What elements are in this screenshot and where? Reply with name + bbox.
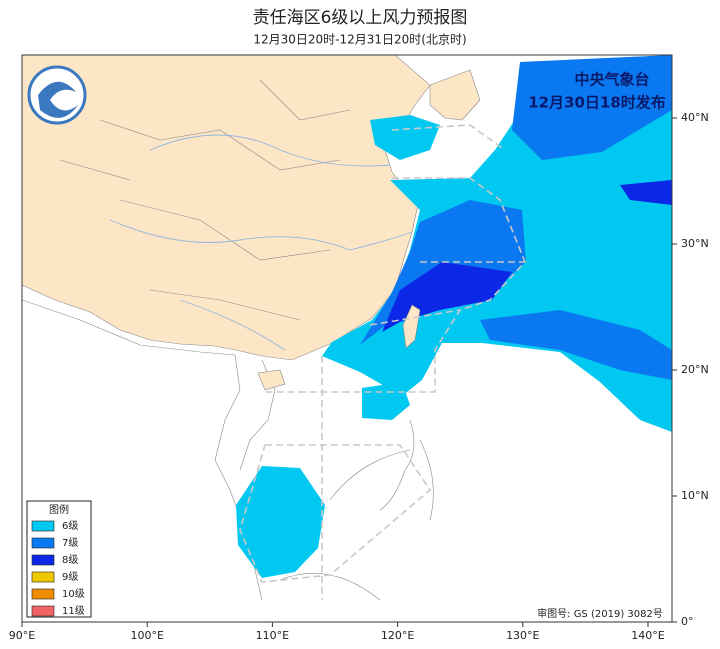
issuer-name: 中央气象台 bbox=[574, 71, 649, 89]
x-tick-label: 100°E bbox=[130, 629, 163, 642]
legend-swatch bbox=[31, 520, 55, 532]
taiwan-land bbox=[402, 304, 421, 349]
logo bbox=[27, 65, 87, 125]
issue-time: 12月30日18时发布 bbox=[528, 94, 666, 112]
legend-title: 图例 bbox=[49, 503, 69, 516]
sea-area-lines bbox=[239, 124, 526, 600]
x-tick-label: 140°E bbox=[631, 629, 664, 642]
legend-swatch bbox=[31, 605, 55, 617]
y-tick-label: 0° bbox=[681, 615, 694, 628]
legend-label: 7级 bbox=[62, 537, 78, 549]
legend-label: 11级 bbox=[62, 605, 85, 617]
islands-coast bbox=[279, 419, 434, 601]
subtitle: 12月30日20时-12月31日20时(北京时) bbox=[253, 33, 466, 47]
legend-swatch bbox=[31, 537, 55, 549]
province-borders bbox=[59, 79, 351, 321]
x-tick-label: 130°E bbox=[506, 629, 539, 642]
legend-label: 8级 bbox=[62, 554, 78, 566]
wind-area bbox=[236, 466, 325, 578]
wind-area bbox=[370, 115, 440, 160]
approval-number: 审图号: GS (2019) 3082号 bbox=[537, 607, 663, 620]
y-tick-label: 40°N bbox=[681, 111, 709, 124]
legend-swatch bbox=[31, 588, 55, 600]
rivers bbox=[109, 134, 413, 351]
map-frame bbox=[21, 54, 673, 623]
korea-land bbox=[429, 69, 481, 121]
legend: 图例 6级 7级 8级 9级 10级 11级 bbox=[26, 500, 92, 618]
title: 责任海区6级以上风力预报图 bbox=[253, 8, 468, 28]
x-tick-label: 110°E bbox=[256, 629, 289, 642]
y-tick-label: 20°N bbox=[681, 363, 709, 376]
y-tick-label: 30°N bbox=[681, 237, 709, 250]
x-tick-label: 90°E bbox=[9, 629, 35, 642]
legend-swatch bbox=[31, 554, 55, 566]
legend-label: 9级 bbox=[62, 571, 78, 583]
legend-swatch bbox=[31, 571, 55, 583]
hainan-land bbox=[257, 369, 286, 391]
x-tick-label: 120°E bbox=[381, 629, 414, 642]
legend-label: 6级 bbox=[62, 520, 78, 532]
map: 中央气象台 12月30日18时发布 审图号: GS (2019) 3082号 bbox=[21, 54, 673, 623]
y-tick-label: 10°N bbox=[681, 489, 709, 502]
legend-label: 10级 bbox=[62, 588, 85, 600]
